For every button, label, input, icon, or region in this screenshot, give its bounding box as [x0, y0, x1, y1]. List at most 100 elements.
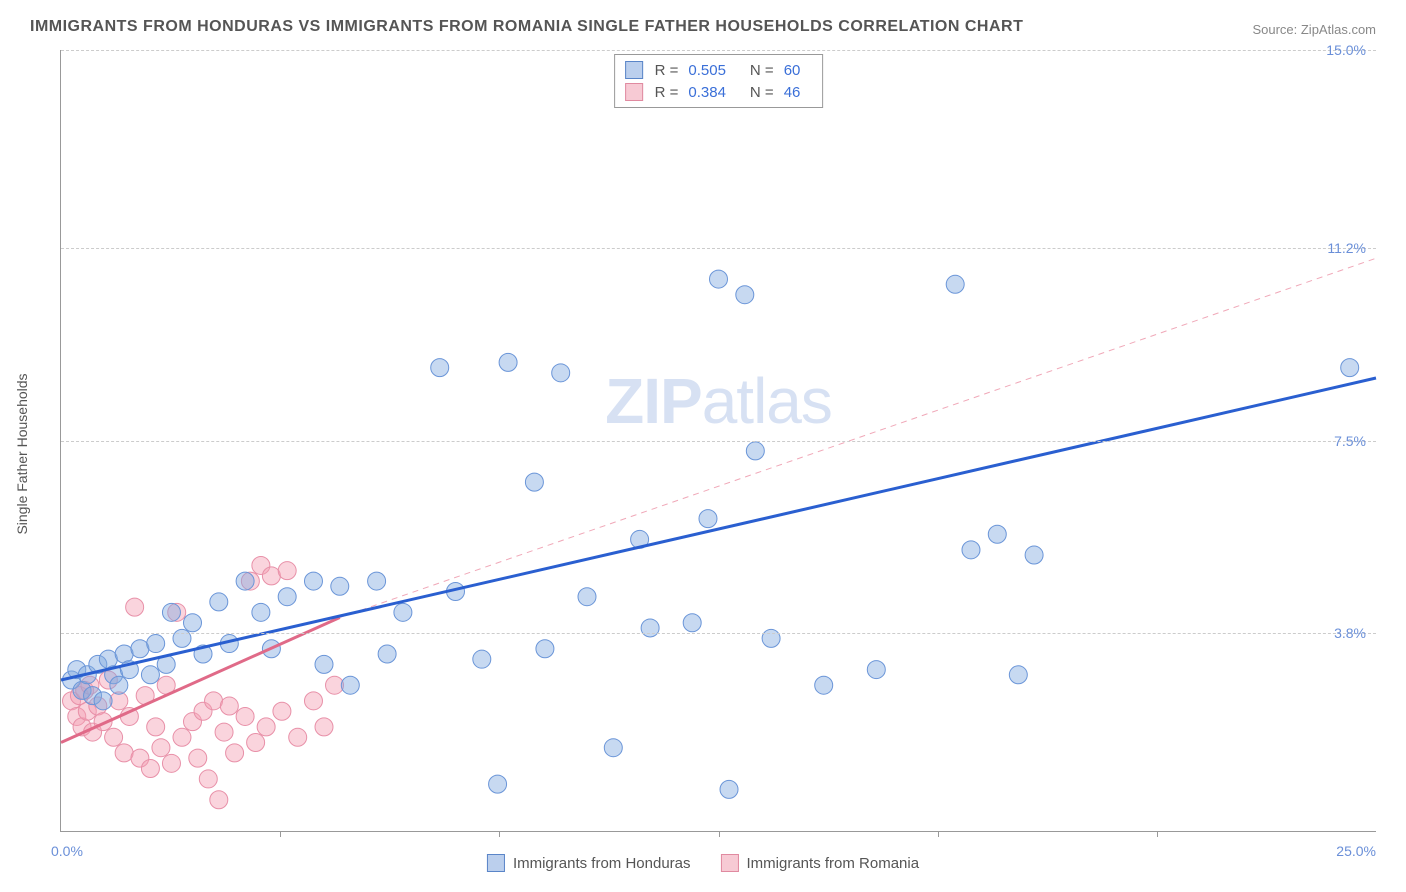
data-point-romania: [141, 760, 159, 778]
y-tick-label: 7.5%: [1334, 433, 1366, 449]
swatch-blue-icon: [487, 854, 505, 872]
data-point-honduras: [552, 364, 570, 382]
data-point-romania: [262, 567, 280, 585]
data-point-honduras: [683, 614, 701, 632]
data-point-honduras: [988, 525, 1006, 543]
source-label: Source: ZipAtlas.com: [1252, 22, 1376, 37]
x-tick: [719, 831, 720, 837]
data-point-honduras: [736, 286, 754, 304]
data-point-romania: [304, 692, 322, 710]
data-point-romania: [315, 718, 333, 736]
chart-title: IMMIGRANTS FROM HONDURAS VS IMMIGRANTS F…: [30, 18, 1023, 36]
data-point-honduras: [278, 588, 296, 606]
data-point-romania: [152, 739, 170, 757]
data-point-honduras: [499, 353, 517, 371]
data-point-honduras: [762, 629, 780, 647]
data-point-honduras: [746, 442, 764, 460]
gridline: [61, 441, 1376, 442]
data-point-romania: [115, 744, 133, 762]
legend-stats-row-romania: R = 0.384 N = 46: [625, 81, 813, 103]
data-point-honduras: [315, 655, 333, 673]
data-point-romania: [105, 728, 123, 746]
data-point-honduras: [710, 270, 728, 288]
legend-item-honduras: Immigrants from Honduras: [487, 854, 691, 872]
data-point-honduras: [473, 650, 491, 668]
data-point-romania: [215, 723, 233, 741]
data-point-honduras: [184, 614, 202, 632]
n-label: N =: [750, 62, 774, 79]
data-point-romania: [205, 692, 223, 710]
data-point-honduras: [1025, 546, 1043, 564]
gridline: [61, 50, 1376, 51]
trend-line-romania-dashed: [340, 258, 1376, 617]
data-point-romania: [189, 749, 207, 767]
data-point-honduras: [210, 593, 228, 611]
data-point-honduras: [867, 661, 885, 679]
data-point-honduras: [720, 780, 738, 798]
data-point-honduras: [1009, 666, 1027, 684]
data-point-honduras: [131, 640, 149, 658]
data-point-honduras: [304, 572, 322, 590]
legend-series: Immigrants from Honduras Immigrants from…: [487, 854, 919, 872]
data-point-romania: [257, 718, 275, 736]
data-point-honduras: [815, 676, 833, 694]
data-point-honduras: [173, 629, 191, 647]
data-point-romania: [199, 770, 217, 788]
legend-stats-box: R = 0.505 N = 60 R = 0.384 N = 46: [614, 54, 824, 108]
data-point-honduras: [147, 635, 165, 653]
data-point-honduras: [604, 739, 622, 757]
trend-line-honduras: [61, 378, 1376, 680]
data-point-honduras: [341, 676, 359, 694]
data-point-honduras: [431, 359, 449, 377]
x-tick: [499, 831, 500, 837]
n-value-romania: 46: [784, 84, 801, 101]
data-point-romania: [273, 702, 291, 720]
data-point-honduras: [489, 775, 507, 793]
y-tick-label: 15.0%: [1326, 42, 1366, 58]
data-point-honduras: [641, 619, 659, 637]
n-label: N =: [750, 84, 774, 101]
gridline: [61, 633, 1376, 634]
x-tick: [938, 831, 939, 837]
gridline: [61, 248, 1376, 249]
data-point-honduras: [368, 572, 386, 590]
data-point-romania: [210, 791, 228, 809]
legend-stats-row-honduras: R = 0.505 N = 60: [625, 59, 813, 81]
data-point-romania: [278, 562, 296, 580]
data-point-honduras: [162, 603, 180, 621]
legend-label-honduras: Immigrants from Honduras: [513, 855, 691, 872]
data-point-honduras: [94, 692, 112, 710]
data-point-honduras: [236, 572, 254, 590]
legend-label-romania: Immigrants from Romania: [747, 855, 920, 872]
x-tick: [1157, 831, 1158, 837]
x-tick-min: 0.0%: [51, 843, 83, 859]
r-label: R =: [655, 84, 679, 101]
chart-plot-area: ZIPatlas R = 0.505 N = 60 R = 0.384 N = …: [60, 50, 1376, 832]
swatch-blue-icon: [625, 61, 643, 79]
data-point-romania: [236, 707, 254, 725]
data-point-honduras: [394, 603, 412, 621]
n-value-honduras: 60: [784, 62, 801, 79]
r-value-romania: 0.384: [688, 84, 726, 101]
data-point-honduras: [110, 676, 128, 694]
data-point-honduras: [946, 275, 964, 293]
x-tick-max: 25.0%: [1336, 843, 1376, 859]
data-point-romania: [289, 728, 307, 746]
data-point-honduras: [252, 603, 270, 621]
data-point-romania: [173, 728, 191, 746]
legend-item-romania: Immigrants from Romania: [721, 854, 920, 872]
data-point-honduras: [141, 666, 159, 684]
data-point-honduras: [331, 577, 349, 595]
data-point-romania: [247, 733, 265, 751]
y-tick-label: 11.2%: [1327, 240, 1366, 256]
swatch-pink-icon: [625, 83, 643, 101]
data-point-romania: [226, 744, 244, 762]
data-point-honduras: [536, 640, 554, 658]
y-axis-label: Single Father Households: [14, 373, 30, 534]
data-point-romania: [147, 718, 165, 736]
x-tick: [280, 831, 281, 837]
r-value-honduras: 0.505: [688, 62, 726, 79]
data-point-honduras: [578, 588, 596, 606]
swatch-pink-icon: [721, 854, 739, 872]
data-point-romania: [126, 598, 144, 616]
